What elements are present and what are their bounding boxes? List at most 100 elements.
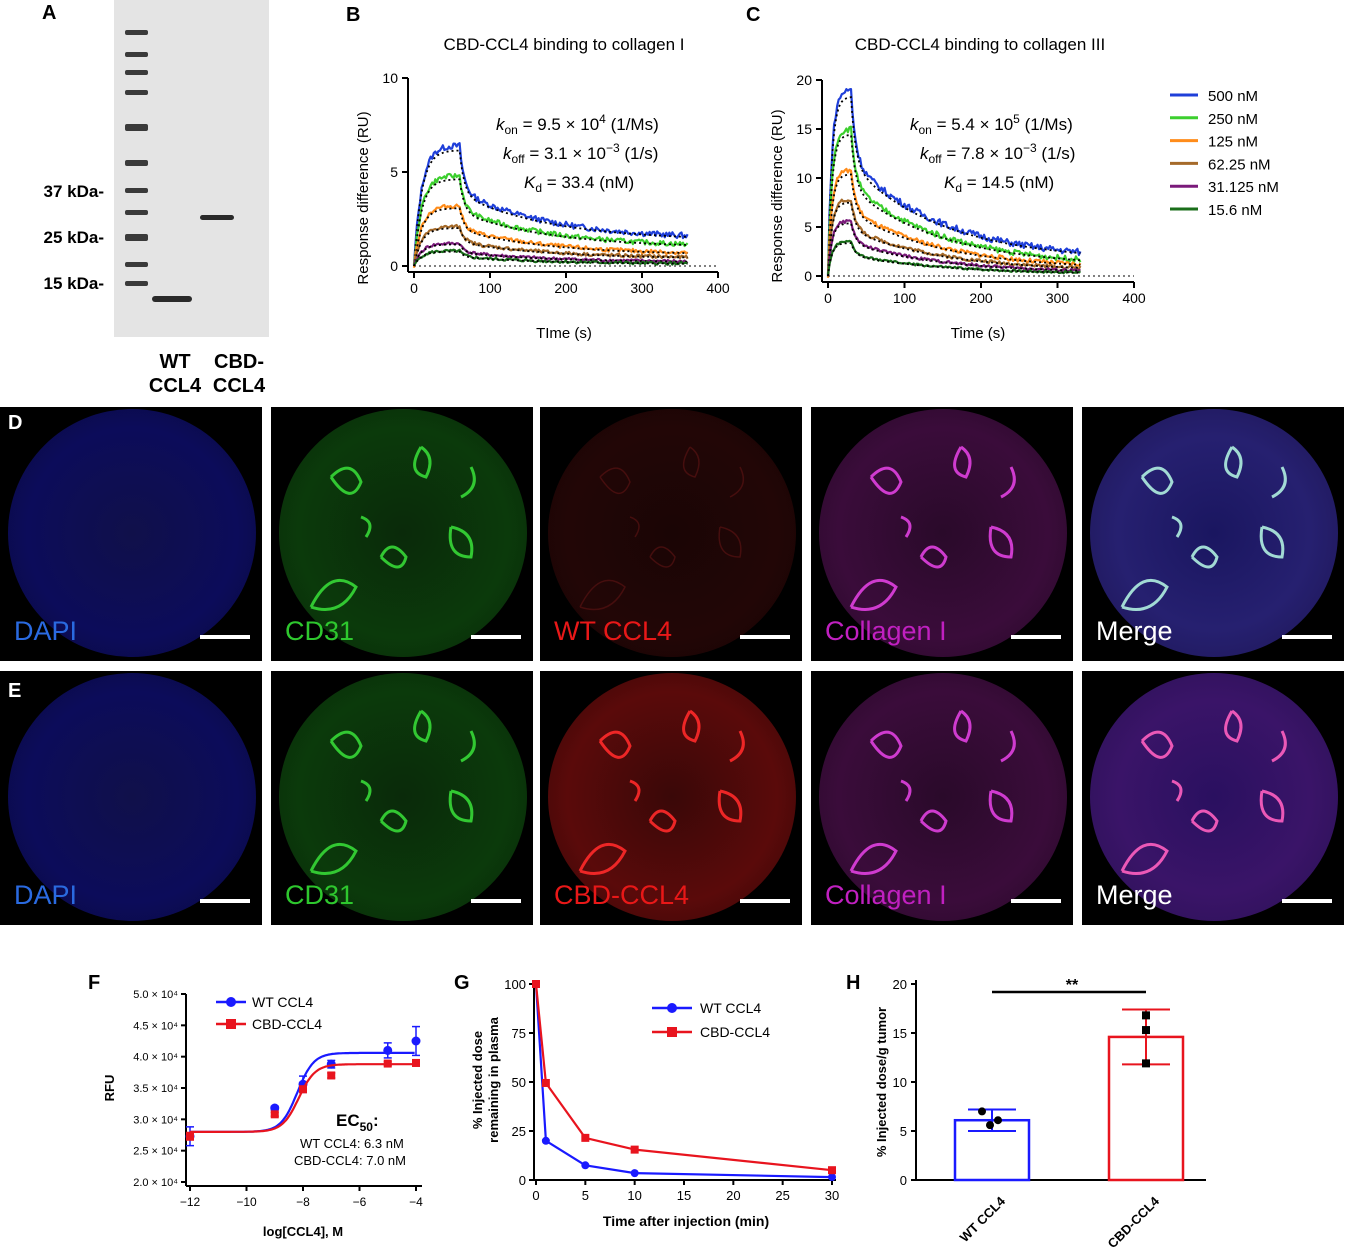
micro-tile-cbd-ccl4: CBD-CCL4 (540, 671, 802, 925)
data-point-wt (270, 1103, 280, 1113)
vessel-outline (1259, 525, 1285, 559)
tissue-disc (279, 673, 527, 921)
legend-bc: 500 nM 250 nM 125 nM 62.25 nM 31.125 nM 15.6 … (1170, 88, 1279, 219)
legend-label: 31.125 nM (1208, 179, 1279, 196)
vessel-outline (849, 842, 898, 875)
ladder-band (125, 90, 148, 95)
micro-tile-merge: Merge (1082, 671, 1344, 925)
panel-label-b: B (346, 4, 361, 26)
vessel-outline (869, 466, 903, 495)
vessel-outline (598, 730, 632, 759)
tissue-disc (819, 409, 1067, 657)
sensorgram-15-6-nM (413, 248, 688, 266)
micro-tile-dapi: DAPI (0, 671, 262, 925)
data-point-cbd (541, 1078, 550, 1087)
vessel-outline (379, 809, 408, 833)
scale-bar (740, 635, 790, 639)
vessel-outline (1190, 809, 1219, 833)
x-tick-label: −4 (409, 1195, 423, 1209)
ladder-band (125, 30, 148, 35)
micro-tile-collagen-i: Collagen I (811, 671, 1073, 925)
y-tick-label: 3.0 × 10⁴ (133, 1114, 178, 1126)
y-tick-label: 20 (893, 977, 907, 992)
vessel-outline (413, 709, 432, 743)
chart-g-ylabel: % Injected doseremaining in plasma (470, 1016, 501, 1142)
vessel-outline (849, 578, 898, 611)
stain-label: Collagen I (825, 880, 947, 910)
y-tick-label: 4.5 × 10⁴ (133, 1020, 178, 1032)
vessel-outline (413, 445, 432, 479)
y-tick-label: 20 (796, 72, 812, 88)
stain-label: CD31 (285, 616, 355, 646)
fit-curve (413, 149, 688, 267)
chart-b-xlabel: TIme (s) (536, 325, 592, 342)
vessel-outline (448, 525, 474, 559)
panel-label-f: F (88, 972, 101, 994)
chart-h-significance: ** (1066, 977, 1079, 994)
vessel-outline (599, 467, 631, 494)
marker-37kda: 37 kDa- (43, 182, 104, 201)
data-point-cbd (186, 1132, 194, 1141)
cbd-ccl4-band (200, 215, 234, 220)
panel-label-a: A (42, 2, 57, 24)
vessel-outline (1224, 445, 1243, 479)
vessel-outline (360, 515, 372, 538)
tissue-disc (8, 409, 256, 657)
stain-label: WT CCL4 (554, 616, 673, 646)
scale-bar (1282, 635, 1332, 639)
vessel-outline (717, 789, 743, 823)
fit-curve (413, 243, 688, 267)
legend-label: 15.6 nM (1208, 202, 1262, 219)
data-point-cbd (581, 1133, 590, 1142)
data-point-wt (541, 1136, 550, 1145)
chart-b-koff: koff = 3.1 × 10−3 (1/s) (503, 141, 658, 166)
chart-b-series (412, 142, 689, 268)
x-tick-label: 400 (1122, 290, 1146, 306)
sensorgram-125-nM (826, 167, 1082, 278)
vessel-outline (309, 578, 358, 611)
vessel-outline (1259, 789, 1285, 823)
ladder-band (125, 52, 148, 57)
sensorgram-500-nM (826, 88, 1082, 276)
chart-f-series: WT CCL4 CBD-CCL4 (185, 994, 421, 1147)
data-point-wt (581, 1161, 590, 1170)
y-tick-label: 0 (519, 1173, 526, 1188)
data-point-cbd (299, 1085, 307, 1094)
vessel-outline (1000, 466, 1016, 499)
chart-c-kd: Kd = 14.5 (nM) (944, 173, 1054, 195)
y-tick-label: 5 (900, 1124, 907, 1139)
vessel-outline (1120, 578, 1169, 611)
vessel-outline (329, 730, 363, 759)
chart-b: CBD-CCL4 binding to collagen I 0 100 200 30… (355, 35, 730, 342)
data-point (986, 1121, 994, 1130)
micro-tile-merge: Merge (1082, 407, 1344, 661)
data-point-cbd (327, 1071, 336, 1080)
y-tick-label: 15 (796, 121, 812, 137)
legend-label: WT CCL4 (700, 1000, 761, 1016)
panel-label-h: H (846, 972, 861, 994)
vessel-outline (578, 842, 627, 875)
legend-bc-items: 500 nM 250 nM 125 nM 62.25 nM 31.125 nM 15.6 … (1170, 88, 1279, 219)
chart-g: 0 5 10 15 20 25 30 0 25 50 75 100 WT CCL4 CBD-CCL4 %… (470, 977, 839, 1229)
ladder-band (125, 188, 148, 193)
lane-label-wt-ccl4: WT CCL4 (148, 351, 202, 397)
vessel-outline (729, 466, 745, 498)
panel-label-d: D (8, 412, 23, 434)
chart-f-axes: −12 −10 −8 −6 −4 2.0 × 10⁴ 2.5 × 10⁴ 3.0 × 10⁴ 3… (133, 989, 423, 1209)
chart-c-ylabel: Response difference (RU) (769, 109, 786, 282)
ladder-band (125, 124, 148, 131)
legend-label: 125 nM (1208, 134, 1258, 151)
vessel-structures (309, 445, 476, 611)
data-point-cbd (828, 1166, 836, 1175)
data-point-wt (383, 1045, 393, 1055)
stain-label: Merge (1096, 880, 1173, 910)
y-tick-label: 50 (512, 1075, 526, 1090)
x-tick-label: 300 (630, 280, 654, 296)
chart-f: −12 −10 −8 −6 −4 2.0 × 10⁴ 2.5 × 10⁴ 3.0 × 10⁴ 3… (102, 989, 423, 1239)
tissue-disc (1090, 409, 1338, 657)
vessel-outline (869, 730, 903, 759)
vessel-outline (729, 730, 745, 763)
chart-f-ec50-title: EC50: (336, 1111, 379, 1134)
vessel-outline (649, 546, 676, 568)
x-tick-label: −10 (236, 1195, 257, 1209)
